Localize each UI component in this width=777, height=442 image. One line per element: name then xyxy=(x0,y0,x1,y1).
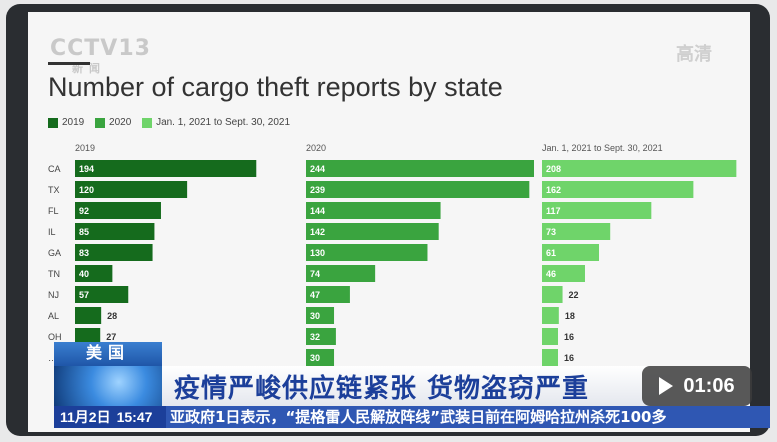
legend-item-2020: 2020 xyxy=(95,117,131,128)
category-label-IL: IL xyxy=(48,227,56,237)
bar-GA-0 xyxy=(75,244,153,261)
bar-CA-1 xyxy=(306,160,534,177)
bar-OH-1 xyxy=(306,328,336,345)
bar-value-TX-1: 239 xyxy=(310,185,325,195)
category-label-CA: CA xyxy=(48,164,61,174)
legend-swatch-2019 xyxy=(48,117,58,128)
bar-value-OH-0: 27 xyxy=(106,332,116,342)
bar-value-NJ-1: 47 xyxy=(310,290,320,300)
bar-NJ-0 xyxy=(75,286,129,303)
bar-TX-2 xyxy=(542,181,694,198)
bar-TN-0 xyxy=(75,265,113,282)
category-label-…: … xyxy=(48,353,57,363)
bar-GA-2 xyxy=(542,244,599,261)
bar-value-AL-1: 30 xyxy=(310,311,320,321)
legend-label-2020: 2020 xyxy=(109,117,132,128)
bar-value-FL-0: 92 xyxy=(79,206,89,216)
news-ticker: 亚政府1日表示，“提格雷人民解放阵线”武装日前在阿姆哈拉州杀死100多 xyxy=(166,406,770,428)
play-duration-button[interactable]: 01:06 xyxy=(642,366,752,406)
bar-value-FL-1: 144 xyxy=(310,206,325,216)
bar-value-AL-0: 28 xyxy=(107,311,117,321)
bar-value-OH-1: 32 xyxy=(310,332,320,342)
headline-bar xyxy=(162,366,670,406)
panel-title-0: 2019 xyxy=(75,143,95,153)
bar-NJ-2 xyxy=(542,286,563,303)
globe-graphic xyxy=(54,366,162,406)
bar-value-CA-1: 244 xyxy=(310,164,325,174)
bar-FL-1 xyxy=(306,202,441,219)
bar-value-OH-2: 16 xyxy=(564,332,574,342)
category-label-GA: GA xyxy=(48,248,61,258)
bar-…-1 xyxy=(306,349,335,366)
bar-CA-0 xyxy=(75,160,257,177)
bar-TN-2 xyxy=(542,265,585,282)
category-label-TN: TN xyxy=(48,269,60,279)
logo-sub: 新闻 xyxy=(72,62,106,75)
bar-value-TN-0: 40 xyxy=(79,269,89,279)
bar-…-2 xyxy=(542,349,558,366)
bar-IL-0 xyxy=(75,223,155,240)
ticker-datetime: 11月2日 15:47 xyxy=(54,406,166,428)
bar-TX-1 xyxy=(306,181,530,198)
bar-GA-1 xyxy=(306,244,428,261)
bar-value-NJ-2: 22 xyxy=(569,290,579,300)
logo-main: CCTV13 xyxy=(50,36,151,61)
bar-AL-0 xyxy=(75,307,102,324)
legend-label-2021: Jan. 1, 2021 to Sept. 30, 2021 xyxy=(156,117,291,128)
bar-value-TX-2: 162 xyxy=(546,185,561,195)
legend-item-2019: 2019 xyxy=(48,117,84,128)
bar-value-TN-1: 74 xyxy=(310,269,320,279)
news-headline: 疫情严峻供应链紧张 货物盗窃严重 xyxy=(174,374,590,404)
region-tag: 美国 xyxy=(54,342,162,366)
bar-IL-1 xyxy=(306,223,439,240)
chart-legend: 2019 2020 Jan. 1, 2021 to Sept. 30, 2021 xyxy=(48,117,298,131)
bar-FL-2 xyxy=(542,202,652,219)
bar-IL-2 xyxy=(542,223,611,240)
panel-title-2: Jan. 1, 2021 to Sept. 30, 2021 xyxy=(542,143,663,153)
bar-OH-2 xyxy=(542,328,558,345)
bar-AL-2 xyxy=(542,307,559,324)
bar-TN-1 xyxy=(306,265,376,282)
hd-watermark: 高清 xyxy=(676,44,712,64)
bar-value-…-1: 30 xyxy=(310,353,320,363)
legend-swatch-2021 xyxy=(142,117,153,128)
legend-swatch-2020 xyxy=(95,117,106,128)
bar-AL-1 xyxy=(306,307,335,324)
legend-item-2021: Jan. 1, 2021 to Sept. 30, 2021 xyxy=(142,117,290,128)
category-label-NJ: NJ xyxy=(48,290,59,300)
bar-value-TX-0: 120 xyxy=(79,185,94,195)
bar-value-TN-2: 46 xyxy=(546,269,556,279)
bar-value-AL-2: 18 xyxy=(565,311,575,321)
bar-NJ-1 xyxy=(306,286,350,303)
bar-value-IL-2: 73 xyxy=(546,227,556,237)
ticker-time: 15:47 xyxy=(116,409,153,425)
category-label-AL: AL xyxy=(48,311,59,321)
bar-TX-0 xyxy=(75,181,188,198)
bar-value-GA-0: 83 xyxy=(79,248,89,258)
bar-OH-0 xyxy=(75,328,101,345)
bar-value-IL-0: 85 xyxy=(79,227,89,237)
bar-CA-2 xyxy=(542,160,737,177)
category-label-TX: TX xyxy=(48,185,60,195)
bar-value-GA-2: 61 xyxy=(546,248,556,258)
video-duration: 01:06 xyxy=(683,374,735,397)
bar-value-…-2: 16 xyxy=(564,353,574,363)
play-icon xyxy=(659,377,674,395)
bar-value-CA-2: 208 xyxy=(546,164,561,174)
bar-value-IL-1: 142 xyxy=(310,227,325,237)
bar-value-NJ-0: 57 xyxy=(79,290,89,300)
title-accent-bar xyxy=(48,62,90,65)
panel-title-1: 2020 xyxy=(306,143,326,153)
bar-value-CA-0: 194 xyxy=(79,164,94,174)
channel-logo: CCTV13 新闻 xyxy=(50,36,150,75)
category-label-FL: FL xyxy=(48,206,59,216)
chart-title: Number of cargo theft reports by state xyxy=(48,72,503,102)
legend-label-2019: 2019 xyxy=(62,117,85,128)
bar-value-GA-1: 130 xyxy=(310,248,325,258)
bar-value-FL-2: 117 xyxy=(546,206,561,216)
ticker-date: 11月2日 xyxy=(60,409,111,425)
category-label-OH: OH xyxy=(48,332,62,342)
bar-FL-0 xyxy=(75,202,161,219)
